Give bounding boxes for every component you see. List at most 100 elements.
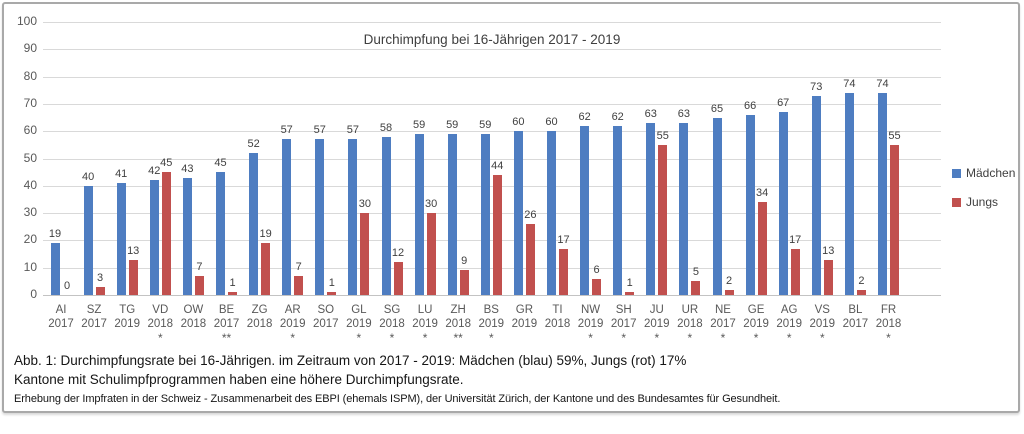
bar-value-label: 57 [346,124,360,137]
bar-maedchen-SG [381,136,391,295]
bar-maedchen-ZG [249,153,259,295]
canton-code: SH [615,304,632,316]
bar-value-label: 30 [424,198,438,211]
bar-jungs-SG [393,262,403,295]
bar-value-label: 13 [822,244,835,257]
bar-value-label: 42 [148,165,161,178]
canton-code: TG [119,304,136,316]
x-axis-label-SZ: SZ 2017 [76,303,112,343]
asterisk-mark: * [786,331,792,345]
bar-maedchen-TG [116,183,126,295]
y-axis-tick-label: 20 [23,232,37,247]
bar-jungs-GL [360,213,370,295]
canton-code: GR [515,304,534,316]
asterisk-mark [43,331,79,343]
bar-maedchen-BL [844,92,854,295]
bar-maedchen-BE [216,172,225,295]
bar-maedchen-VD [149,180,159,295]
bar-value-label: 1 [328,277,335,290]
y-axis-tick-label: 10 [23,259,37,274]
canton-code: AG [780,304,798,316]
y-axis-tick-label: 0 [30,287,37,301]
x-axis-label-UR: UR 2018 * [672,303,708,345]
x-axis-label-TI: TI 2018 [540,303,576,343]
bar-jungs-AR [294,275,304,295]
asterisk-mark: * [588,331,593,345]
asterisk-mark [242,331,278,343]
survey-year: 2019 [644,318,670,330]
survey-year: 2017 [313,318,339,330]
bar-jungs-SH [625,292,635,295]
bar-jungs-UR [691,281,701,295]
canton-code: OW [183,304,204,316]
gridline [43,213,941,215]
bar-value-label: 63 [677,108,691,120]
bar-value-label: 65 [710,102,724,115]
x-axis-label-SG: SG 2018 * [374,303,410,345]
canton-code: ZG [251,304,268,316]
bar-value-label: 45 [160,157,173,170]
bar-value-label: 59 [412,118,426,131]
gridline [43,185,941,187]
bar-value-label: 41 [115,168,128,181]
gridline [43,49,941,51]
survey-year: 2019 [412,318,438,330]
bar-maedchen-GR [513,131,523,295]
x-axis-label-AI: AI 2017 [43,303,79,343]
canton-code: AI [55,304,67,316]
gridline [43,240,941,242]
bar-value-label: 59 [479,118,492,131]
bar-value-label: 1 [626,277,633,290]
survey-year: 2019 [279,318,306,330]
asterisk-mark [109,331,145,343]
canton-code: BS [483,304,499,316]
asterisk-mark: * [687,331,693,345]
x-axis-label-ZH: ZH 2018 ** [440,303,476,345]
x-axis: AI 2017 SZ 2017 TG 2019 VD 2018 * OW 2018 BE 2017 ** Z… [43,303,941,355]
y-axis-tick-label: 80 [23,68,37,83]
asterisk-mark [540,331,576,343]
bar-value-label: 73 [810,80,823,93]
bar-maedchen-OW [182,177,192,295]
maedchen-swatch-icon [952,168,961,178]
bar-value-label: 26 [524,209,537,222]
canton-code: SZ [86,304,102,316]
asterisk-mark [308,331,344,343]
y-axis-tick-label: 70 [23,95,37,110]
bar-jungs-OW [194,275,204,295]
asterisk-mark [76,331,112,343]
bar-jungs-BS [492,174,502,295]
bar-maedchen-SO [315,139,325,295]
legend-label-jungs: Jungs [966,195,999,209]
bar-value-label: 6 [593,263,600,276]
asterisk-mark: * [157,331,163,345]
caption-line-1: Abb. 1: Durchimpfungsrate bei 16-Jährige… [14,353,687,368]
chart-title: Durchimpfung bei 16-Jährigen 2017 - 2019 [363,32,621,47]
x-axis-label-LU: LU 2019 * [407,303,443,345]
bar-jungs-AG [790,248,800,295]
canton-code: FR [880,304,897,316]
x-axis-label-BE: BE 2017 ** [209,303,245,345]
asterisk-mark: * [290,331,296,345]
asterisk-mark: * [422,331,428,345]
asterisk-mark: * [389,331,395,345]
x-axis-label-VD: VD 2018 * [142,303,178,345]
survey-year: 2018 [445,318,471,330]
bar-value-label: 74 [876,77,889,90]
canton-code: LU [417,304,433,316]
canton-code: VS [814,304,830,316]
bar-value-label: 55 [656,129,669,142]
x-axis-label-FR: FR 2018 * [871,303,907,345]
gridline [43,76,941,78]
bar-value-label: 44 [491,159,504,172]
bar-value-label: 66 [743,99,757,112]
bar-maedchen-SH [613,125,623,295]
asterisk-mark: * [488,331,494,345]
x-axis-label-VS: VS 2019 * [804,303,840,345]
bar-maedchen-GL [348,139,358,295]
bar-value-label: 55 [888,129,901,142]
bar-value-label: 57 [280,124,293,137]
y-axis-tick-label: 40 [23,177,37,192]
bar-jungs-LU [426,213,436,295]
gridline [43,22,941,23]
